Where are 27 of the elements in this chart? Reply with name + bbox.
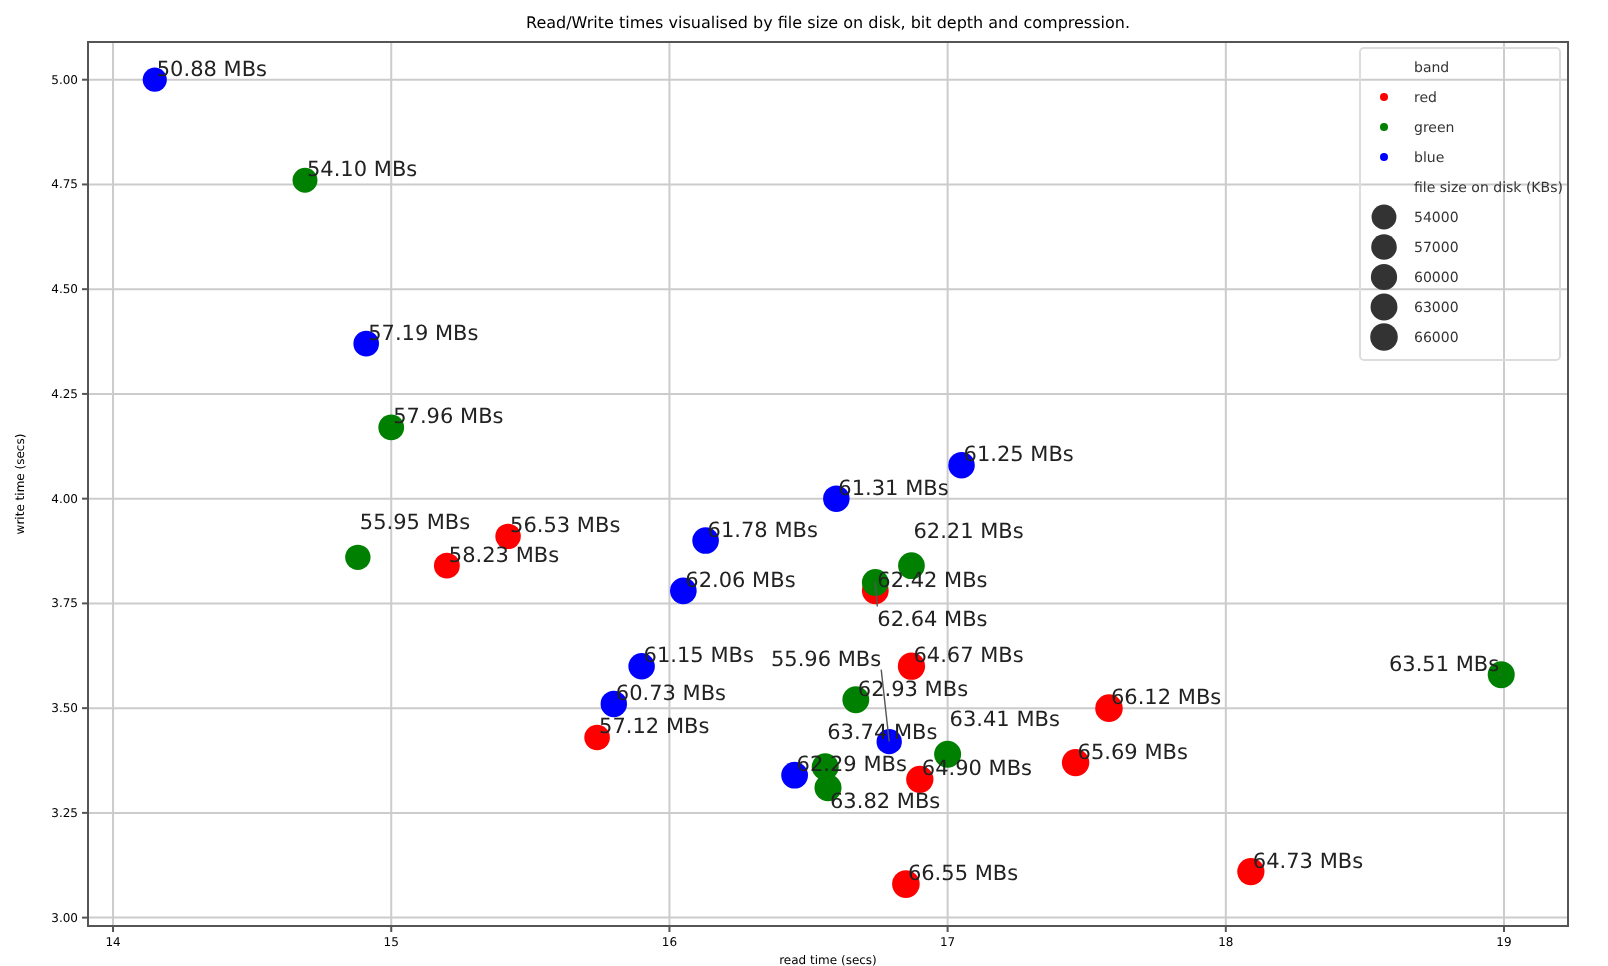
annotation: 57.96 MBs bbox=[393, 405, 504, 430]
annotation: 66.12 MBs bbox=[1110, 686, 1222, 711]
annotation: 61.25 MBs bbox=[963, 443, 1074, 468]
annotation: 63.41 MBs bbox=[949, 708, 1060, 733]
annotation: 50.88 MBs bbox=[156, 57, 268, 82]
annotation: 63.51 MBs bbox=[1388, 652, 1500, 677]
annotation: 55.95 MBs bbox=[359, 511, 471, 536]
annotation: 62.29 MBs bbox=[796, 753, 907, 778]
annotation: 58.23 MBs bbox=[448, 543, 560, 568]
annotation: 65.69 MBs bbox=[1077, 740, 1188, 765]
annotation: 64.73 MBs bbox=[1252, 849, 1364, 874]
annotation: 57.19 MBs bbox=[368, 321, 479, 346]
annotation: 63.82 MBs bbox=[830, 789, 941, 814]
annotation: 54.10 MBs bbox=[306, 158, 418, 183]
annotation: 62.21 MBs bbox=[913, 519, 1024, 544]
annotation: 61.78 MBs bbox=[707, 518, 818, 543]
annotation: 61.15 MBs bbox=[643, 644, 754, 669]
annotation: 55.96 MBs bbox=[770, 647, 882, 672]
annotation: 62.64 MBs bbox=[877, 608, 988, 633]
chart-title: Read/Write times visualised by file size on disk, bit depth and compression. bbox=[526, 14, 1130, 32]
annotation: 66.55 MBs bbox=[907, 862, 1019, 887]
annotation: 60.73 MBs bbox=[615, 681, 727, 706]
annotation: 57.12 MBs bbox=[599, 715, 710, 740]
annotation: 62.06 MBs bbox=[685, 568, 796, 593]
annotation: 61.31 MBs bbox=[838, 476, 949, 501]
point bbox=[345, 544, 371, 570]
annotation: 56.53 MBs bbox=[510, 514, 621, 539]
